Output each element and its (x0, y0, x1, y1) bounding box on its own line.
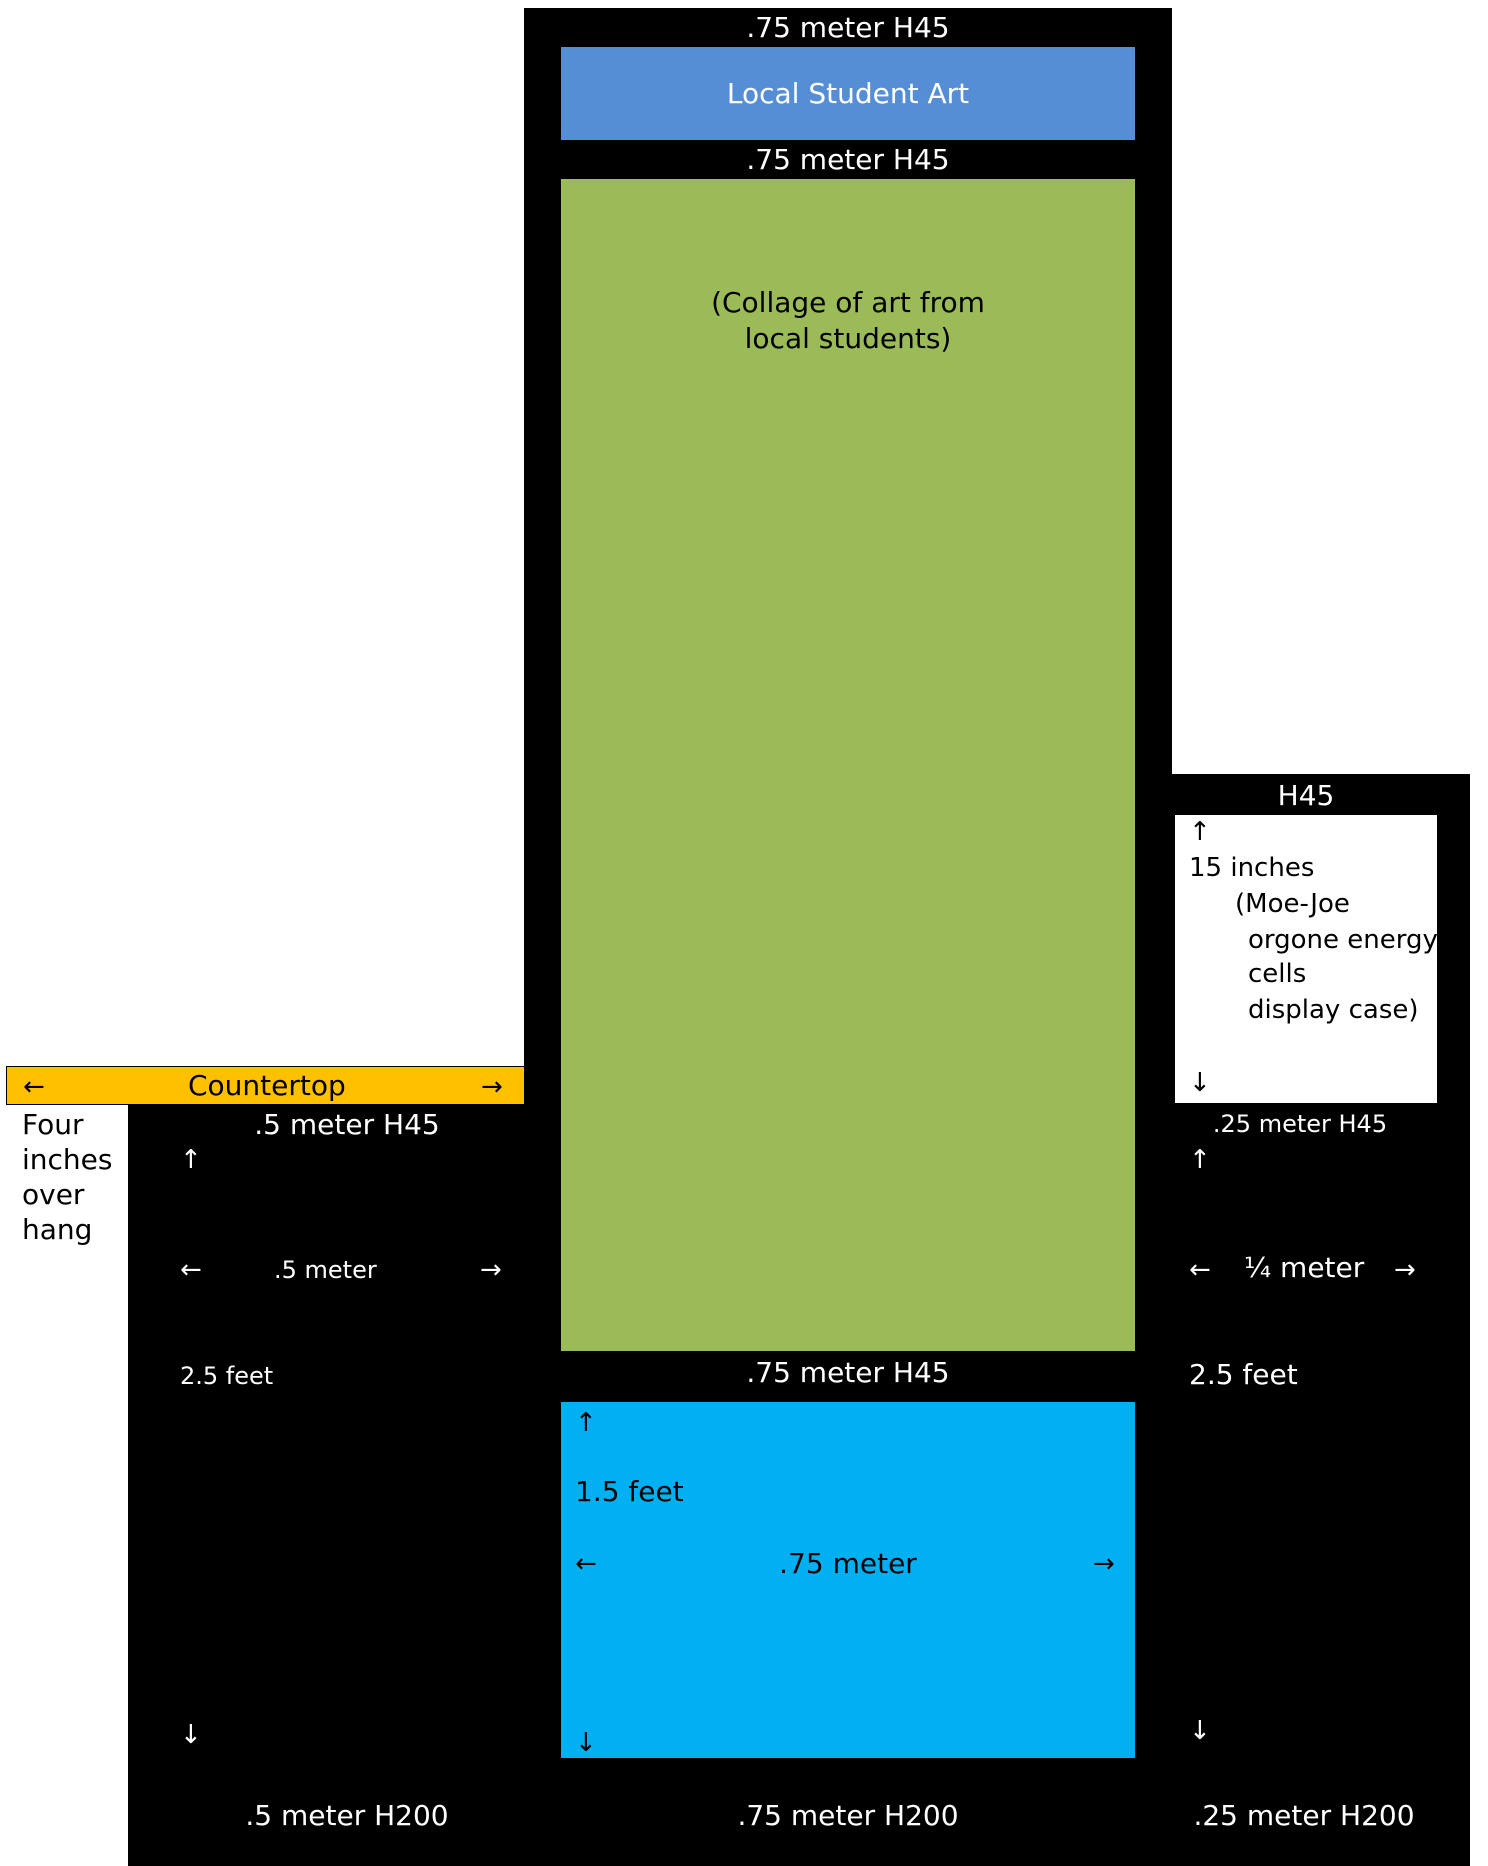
lower-panel-height-label: 1.5 feet (575, 1475, 684, 1508)
right-cabinet-width-label: ¼ meter (1244, 1251, 1365, 1284)
collage-panel: (Collage of art from local students) (561, 179, 1135, 1351)
center-bottom-label: .75 meter H200 (737, 1799, 959, 1832)
center-top-label: .75 meter H45 (746, 11, 950, 44)
left-cabinet-down-arrow-icon: ↓ (180, 1720, 202, 1750)
banner-local-student-art: Local Student Art (561, 47, 1135, 140)
countertop-label: Countertop (188, 1069, 346, 1102)
display-case-desc-line-4: display case) (1248, 995, 1419, 1025)
lower-panel-up-arrow-icon: ↑ (575, 1408, 597, 1438)
display-case-desc-line-3: cells (1248, 959, 1307, 989)
overhang-line-1: Four (22, 1108, 84, 1141)
center-upper-label: .75 meter H45 (746, 143, 950, 176)
center-middle-label: .75 meter H45 (746, 1356, 950, 1389)
overhang-line-4: hang (22, 1213, 93, 1246)
display-case-desc-line-2: orgone energy (1248, 925, 1438, 955)
countertop-left-arrow-icon: ← (23, 1072, 45, 1102)
overhang-line-2: inches (22, 1143, 113, 1176)
right-cabinet-bottom-label: .25 meter H200 (1193, 1799, 1415, 1832)
countertop-bar: ← Countertop → (6, 1066, 525, 1105)
display-case-up-arrow-icon: ↑ (1189, 817, 1211, 847)
lower-panel-left-arrow-icon: ← (575, 1549, 597, 1579)
left-cabinet-height-label: 2.5 feet (180, 1362, 274, 1390)
right-cabinet-up-arrow-icon: ↑ (1189, 1145, 1211, 1175)
collage-line-1: (Collage of art from (711, 286, 985, 319)
display-case-down-arrow-icon: ↓ (1189, 1068, 1211, 1098)
lower-panel-right-arrow-icon: → (1093, 1549, 1115, 1579)
left-cabinet-bottom-label: .5 meter H200 (245, 1799, 449, 1832)
display-case-desc-line-1: (Moe-Joe (1235, 889, 1350, 919)
banner-label: Local Student Art (726, 77, 970, 110)
right-cabinet-down-arrow-icon: ↓ (1189, 1716, 1211, 1746)
lower-panel: ↑ 1.5 feet ← .75 meter → ↓ (561, 1402, 1135, 1758)
left-cabinet-top-label: .5 meter H45 (254, 1108, 440, 1141)
overhang-line-3: over (22, 1178, 85, 1211)
lower-panel-width-label: .75 meter (779, 1547, 917, 1580)
left-cabinet-left-arrow-icon: ← (180, 1255, 202, 1285)
right-cabinet-left-arrow-icon: ← (1189, 1255, 1211, 1285)
left-cabinet-width-label: .5 meter (274, 1256, 377, 1284)
right-cabinet-height-label: 2.5 feet (1189, 1358, 1298, 1391)
display-case: ↑ 15 inches (Moe-Joe orgone energy cells… (1175, 815, 1438, 1103)
right-cabinet-top-label: .25 meter H45 (1212, 1110, 1388, 1138)
left-cabinet-frame (128, 1105, 528, 1866)
lower-panel-down-arrow-icon: ↓ (575, 1728, 597, 1758)
countertop-right-arrow-icon: → (481, 1072, 503, 1102)
right-cabinet-right-arrow-icon: → (1394, 1255, 1416, 1285)
left-cabinet-up-arrow-icon: ↑ (180, 1145, 202, 1175)
display-case-height-label: 15 inches (1189, 853, 1315, 883)
left-cabinet-right-arrow-icon: → (480, 1255, 502, 1285)
display-case-top-label: H45 (1277, 779, 1335, 812)
collage-line-2: local students) (744, 322, 952, 355)
